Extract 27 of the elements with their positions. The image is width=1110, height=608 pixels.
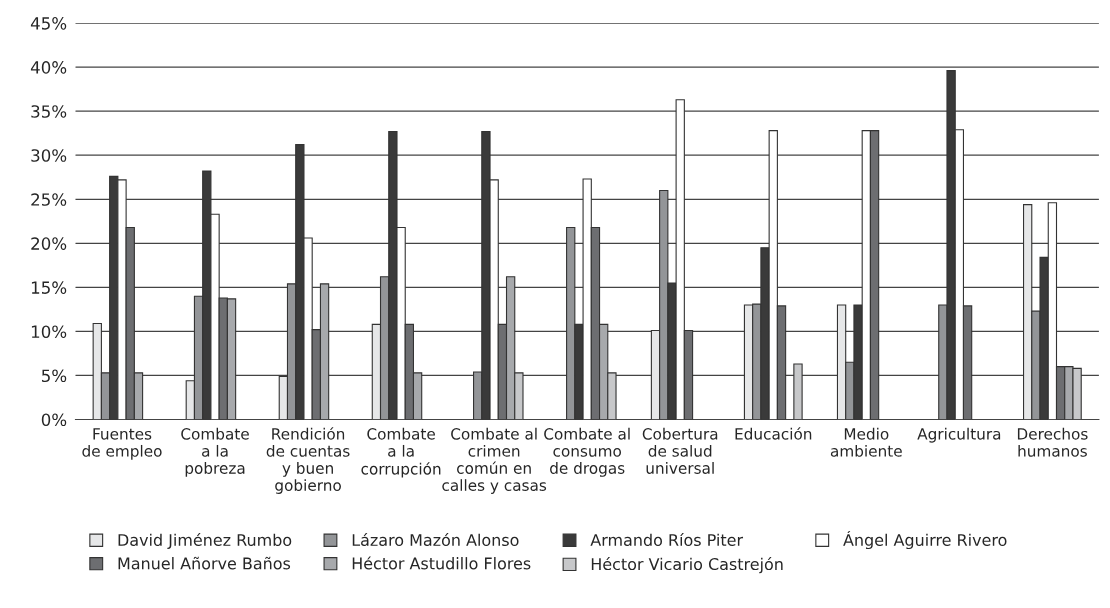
x-tick-label: Fuentes de empleo: [82, 428, 162, 460]
x-tick-label: Combate a la pobreza: [181, 427, 249, 477]
x-tick-label: Cobertura de salud universal: [642, 427, 718, 474]
legend-label: Héctor Astudillo Flores: [352, 556, 531, 570]
y-tick-label: 30%: [31, 149, 67, 162]
x-tick-label: Derechos humanos: [1017, 427, 1088, 457]
y-tick-label: 45%: [30, 17, 67, 30]
y-tick-label: 25%: [31, 193, 67, 206]
x-tick-label: Agricultura: [917, 427, 1001, 443]
y-tick-label: 20%: [31, 237, 67, 250]
x-tick-label: Educación: [735, 427, 812, 440]
y-tick-label: 35%: [31, 105, 67, 118]
bar: [793, 363, 803, 420]
x-tick-label: Rendición de cuentas y buen gobierno: [266, 427, 350, 494]
y-tick-label: 15%: [31, 281, 67, 294]
legend-label: Armando Ríos Piter: [590, 533, 744, 547]
legend-label: Ángel Aguirre Rivero: [843, 531, 1007, 550]
x-tick-label: Medio ambiente: [830, 427, 902, 457]
y-tick-label: 40%: [30, 61, 67, 74]
legend-label: Manuel Añorve Baños: [118, 556, 291, 570]
x-tick-label: Combate a la corrupción: [361, 427, 441, 478]
legend-label: David Jiménez Rumbo: [118, 533, 292, 549]
y-tick-label: 10%: [31, 325, 67, 338]
y-tick-label: 5%: [41, 369, 67, 383]
legend-label: Lázaro Mazón Alonso: [352, 533, 519, 547]
legend-label: Héctor Vicario Castrejón: [591, 557, 783, 574]
y-tick-label: 0%: [41, 413, 67, 427]
